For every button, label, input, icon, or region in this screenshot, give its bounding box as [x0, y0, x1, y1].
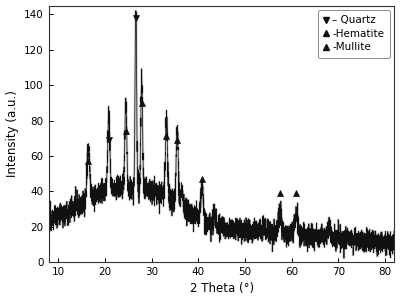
Y-axis label: Intensity (a.u.): Intensity (a.u.)	[6, 90, 18, 177]
X-axis label: 2 Theta (°): 2 Theta (°)	[190, 282, 254, 296]
Legend: – Quartz, -Hematite, -Mullite: – Quartz, -Hematite, -Mullite	[318, 10, 390, 58]
